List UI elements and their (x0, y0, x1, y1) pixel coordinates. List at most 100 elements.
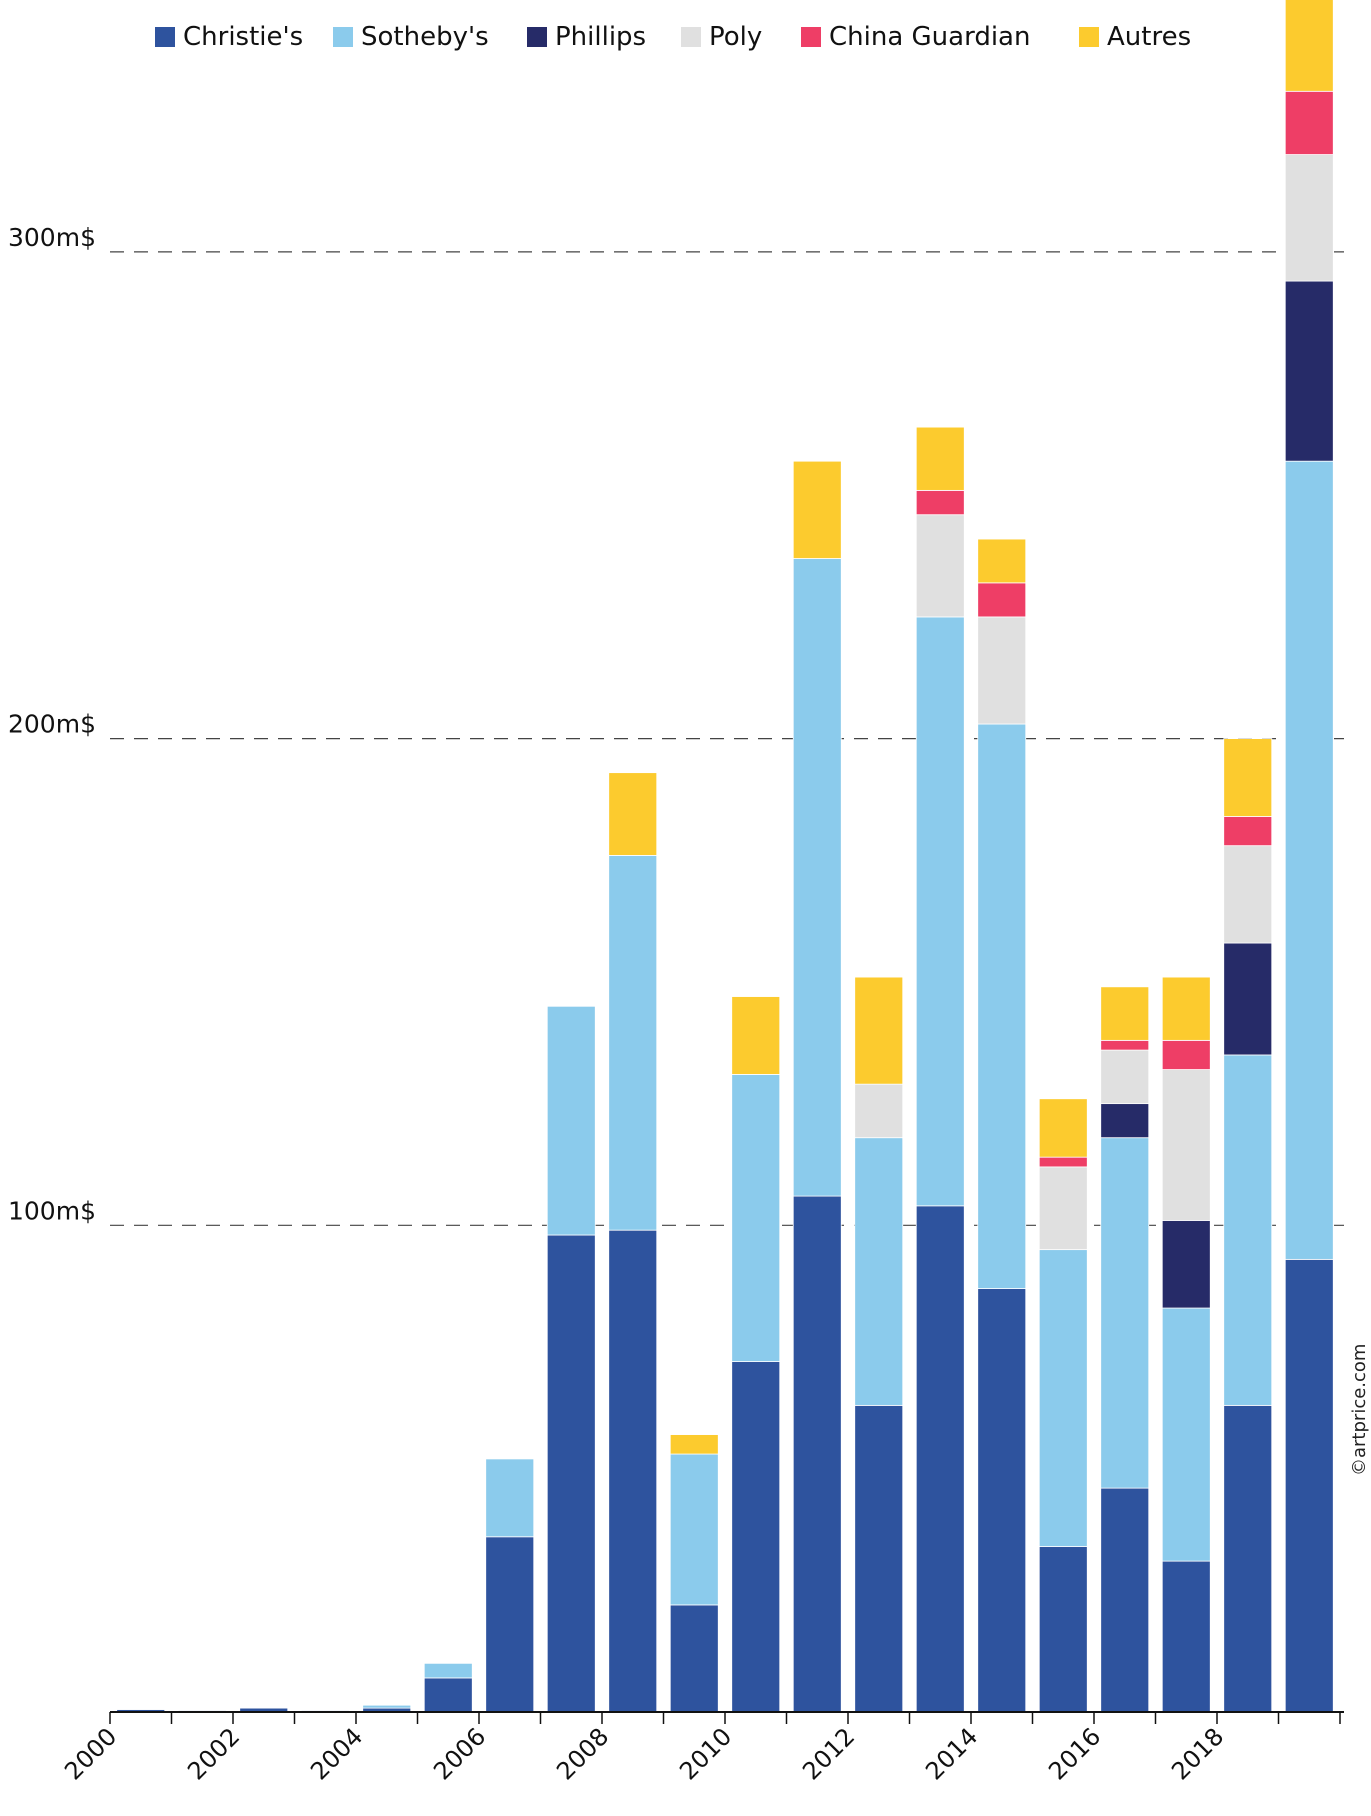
bar-2007-christie-s (546, 1234, 596, 1713)
legend-label: Phillips (555, 22, 647, 52)
legend: Christie's Sotheby's Phillips Poly China Gua… (0, 22, 1371, 62)
bar-2005-sotheby-s (423, 1662, 473, 1679)
legend-swatch (333, 27, 353, 47)
bar-2016-china-guardian (1100, 1039, 1150, 1051)
credit-text: ©artprice.com (1349, 1343, 1370, 1476)
bar-2014-autres (977, 538, 1027, 584)
bar-2012-sotheby-s (854, 1137, 904, 1406)
bar-2012-christie-s (854, 1404, 904, 1713)
bar-2015-sotheby-s (1038, 1249, 1088, 1547)
bar-2005-christie-s (423, 1677, 473, 1713)
bar-2018-christie-s (1223, 1404, 1273, 1713)
bar-2017-christie-s (1161, 1560, 1211, 1713)
bar-2009-christie-s (669, 1604, 719, 1713)
bar-2019-china-guardian (1284, 90, 1334, 155)
x-tick-label: 2004 (305, 1722, 368, 1785)
legend-swatch (1079, 27, 1099, 47)
legend-label: Christie's (183, 22, 304, 52)
bar-2011-sotheby-s (792, 558, 842, 1197)
bar-2014-sotheby-s (977, 723, 1027, 1289)
bar-2018-china-guardian (1223, 816, 1273, 847)
x-tick-label: 2006 (428, 1722, 491, 1785)
legend-swatch (801, 27, 821, 47)
x-tick-label: 2016 (1043, 1722, 1106, 1785)
bar-2014-christie-s (977, 1288, 1027, 1713)
x-tick-label: 2000 (59, 1722, 122, 1785)
bar-2006-sotheby-s (485, 1458, 535, 1538)
y-tick-label: 300m$ (8, 223, 96, 252)
bar-2019-sotheby-s (1284, 460, 1334, 1260)
x-tick-label: 2008 (551, 1722, 614, 1785)
bar-2010-autres (731, 996, 781, 1075)
bars (116, 0, 1334, 1713)
legend-swatch (527, 27, 547, 47)
bar-2016-christie-s (1100, 1487, 1150, 1713)
legend-swatch (681, 27, 701, 47)
legend-item-christie-s: Christie's (155, 22, 303, 52)
legend-item-autres: Autres (1079, 22, 1191, 52)
legend-item-china-guardian: China Guardian (801, 22, 1030, 52)
legend-item-phillips: Phillips (527, 22, 646, 52)
bar-2014-china-guardian (977, 582, 1027, 618)
bar-2014-poly (977, 616, 1027, 725)
x-tick-label: 2014 (920, 1722, 983, 1785)
legend-item-poly: Poly (681, 22, 762, 52)
legend-label: Sotheby's (361, 22, 489, 52)
bar-2015-china-guardian (1038, 1156, 1088, 1168)
bar-2019-christie-s (1284, 1258, 1334, 1713)
bar-2016-phillips (1100, 1103, 1150, 1139)
bar-2013-china-guardian (915, 489, 965, 516)
x-tick-label: 2018 (1166, 1722, 1229, 1785)
bar-2017-autres (1161, 976, 1211, 1041)
y-tick-label: 200m$ (8, 710, 96, 739)
bar-2015-poly (1038, 1166, 1088, 1251)
bar-2009-sotheby-s (669, 1453, 719, 1606)
legend-label: Poly (709, 22, 763, 52)
bar-2010-christie-s (731, 1361, 781, 1713)
bar-2018-poly (1223, 845, 1273, 944)
bar-2012-autres (854, 976, 904, 1085)
bar-2018-sotheby-s (1223, 1054, 1273, 1406)
y-tick-label: 100m$ (8, 1196, 96, 1225)
legend-swatch (155, 27, 175, 47)
bar-2016-poly (1100, 1049, 1150, 1105)
gridlines (110, 251, 1344, 1226)
bar-2018-phillips (1223, 942, 1273, 1056)
bar-2015-autres (1038, 1098, 1088, 1158)
bar-2009-autres (669, 1434, 719, 1455)
x-tick-label: 2012 (797, 1722, 860, 1785)
bar-2015-christie-s (1038, 1546, 1088, 1713)
bar-2004-sotheby-s (362, 1704, 412, 1709)
bar-2007-sotheby-s (546, 1005, 596, 1236)
bar-2017-poly (1161, 1069, 1211, 1221)
bar-2010-sotheby-s (731, 1074, 781, 1362)
bar-2017-china-guardian (1161, 1039, 1211, 1070)
x-axis: 2000 2002 2004 2006 2008 2010 2012 2014 2016 2018 (59, 1711, 1344, 1785)
bar-2016-autres (1100, 986, 1150, 1041)
bar-2006-christie-s (485, 1536, 535, 1713)
bar-2019-autres (1284, 0, 1334, 92)
bar-2013-autres (915, 426, 965, 491)
x-tick-label: 2002 (182, 1722, 245, 1785)
legend-label: China Guardian (829, 22, 1031, 52)
bar-2013-sotheby-s (915, 616, 965, 1207)
bar-2013-poly (915, 514, 965, 618)
legend-label: Autres (1107, 22, 1192, 52)
bar-2019-phillips (1284, 280, 1334, 462)
bar-2012-poly (854, 1083, 904, 1139)
bar-2008-sotheby-s (608, 855, 658, 1231)
bar-2008-christie-s (608, 1229, 658, 1713)
bar-2011-christie-s (792, 1195, 842, 1713)
bar-2018-autres (1223, 738, 1273, 817)
bar-2013-christie-s (915, 1205, 965, 1713)
bar-2008-autres (608, 772, 658, 856)
bar-2017-sotheby-s (1161, 1307, 1211, 1562)
legend-item-sotheby-s: Sotheby's (333, 22, 489, 52)
bar-2016-sotheby-s (1100, 1137, 1150, 1489)
y-tick-labels: 100m$ 200m$ 300m$ (8, 223, 96, 1225)
bar-2019-poly (1284, 154, 1334, 282)
bar-2017-phillips (1161, 1220, 1211, 1309)
bar-2011-autres (792, 460, 842, 559)
x-tick-label: 2010 (674, 1722, 737, 1785)
